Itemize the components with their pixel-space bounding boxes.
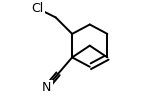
Text: Cl: Cl	[31, 2, 43, 15]
Text: N: N	[42, 81, 51, 94]
